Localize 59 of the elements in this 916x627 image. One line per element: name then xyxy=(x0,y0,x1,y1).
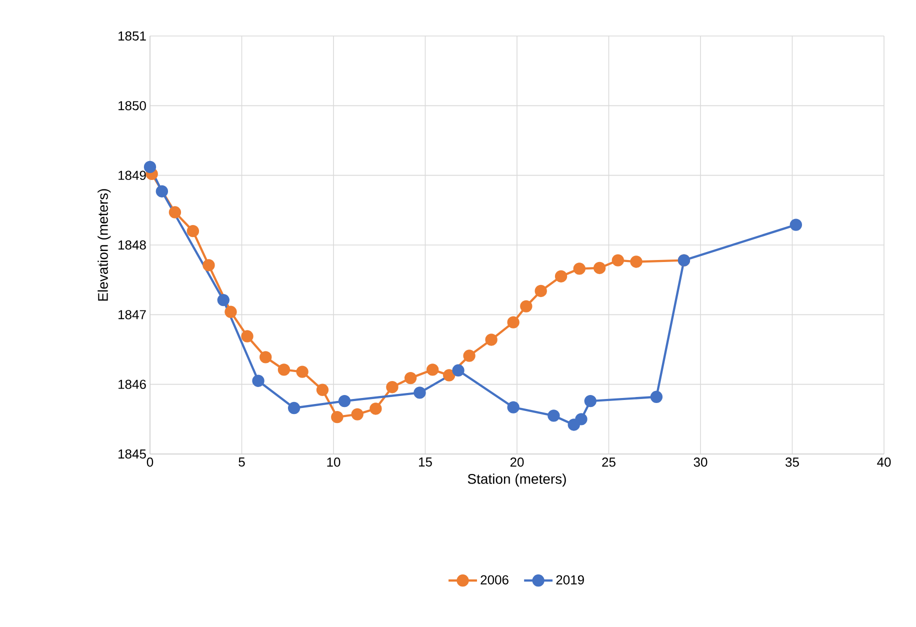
y-tick-label: 1847 xyxy=(118,310,146,320)
point xyxy=(252,374,264,387)
x-tick-label: 15 xyxy=(419,458,432,467)
point xyxy=(507,316,520,328)
point xyxy=(485,334,498,346)
point xyxy=(260,351,272,364)
point xyxy=(534,284,547,298)
point xyxy=(520,300,532,312)
x-tick-label: 25 xyxy=(602,458,616,467)
point xyxy=(217,294,230,306)
point xyxy=(548,410,560,422)
x-tick-label: 5 xyxy=(238,458,245,467)
point xyxy=(168,206,182,218)
y-tick-label: 1850 xyxy=(118,101,146,110)
point xyxy=(224,306,237,318)
point xyxy=(593,262,606,274)
x-tick-label: 0 xyxy=(146,458,154,467)
x-axis-title: Station (meters) xyxy=(468,474,566,487)
legend-label: 2006 xyxy=(480,575,508,584)
point xyxy=(573,262,586,275)
point xyxy=(414,386,426,399)
point xyxy=(241,330,254,342)
point xyxy=(351,408,364,420)
point xyxy=(790,218,802,231)
point xyxy=(443,369,456,382)
point xyxy=(575,413,588,426)
point xyxy=(316,384,329,396)
point xyxy=(370,402,382,415)
y-tick-label: 1846 xyxy=(118,380,146,389)
x-tick-label: 30 xyxy=(694,458,708,467)
point xyxy=(331,410,344,424)
y-tick-label: 1849 xyxy=(118,170,146,180)
point xyxy=(186,224,200,238)
point xyxy=(507,401,520,414)
point xyxy=(463,350,476,362)
x-tick-label: 20 xyxy=(510,458,524,467)
x-tick-label: 40 xyxy=(877,458,891,467)
point xyxy=(650,390,663,403)
y-tick-label: 1851 xyxy=(118,31,146,41)
point xyxy=(386,381,398,394)
y-tick-label: 1845 xyxy=(118,449,146,459)
legend-label: 2019 xyxy=(556,575,584,584)
point xyxy=(584,394,596,408)
x-tick-label: 10 xyxy=(327,458,340,467)
point xyxy=(288,402,300,414)
point xyxy=(338,394,351,408)
point xyxy=(612,254,624,266)
point xyxy=(404,372,417,384)
point xyxy=(630,256,642,268)
point xyxy=(452,364,464,376)
point xyxy=(426,364,439,376)
point xyxy=(554,270,568,282)
point xyxy=(202,259,215,272)
x-tick-label: 35 xyxy=(786,458,799,467)
y-tick-label: 1848 xyxy=(118,240,146,250)
point xyxy=(278,364,290,376)
point xyxy=(296,366,308,378)
point xyxy=(156,185,168,198)
y-axis-title: Elevation (meters) xyxy=(98,189,111,301)
